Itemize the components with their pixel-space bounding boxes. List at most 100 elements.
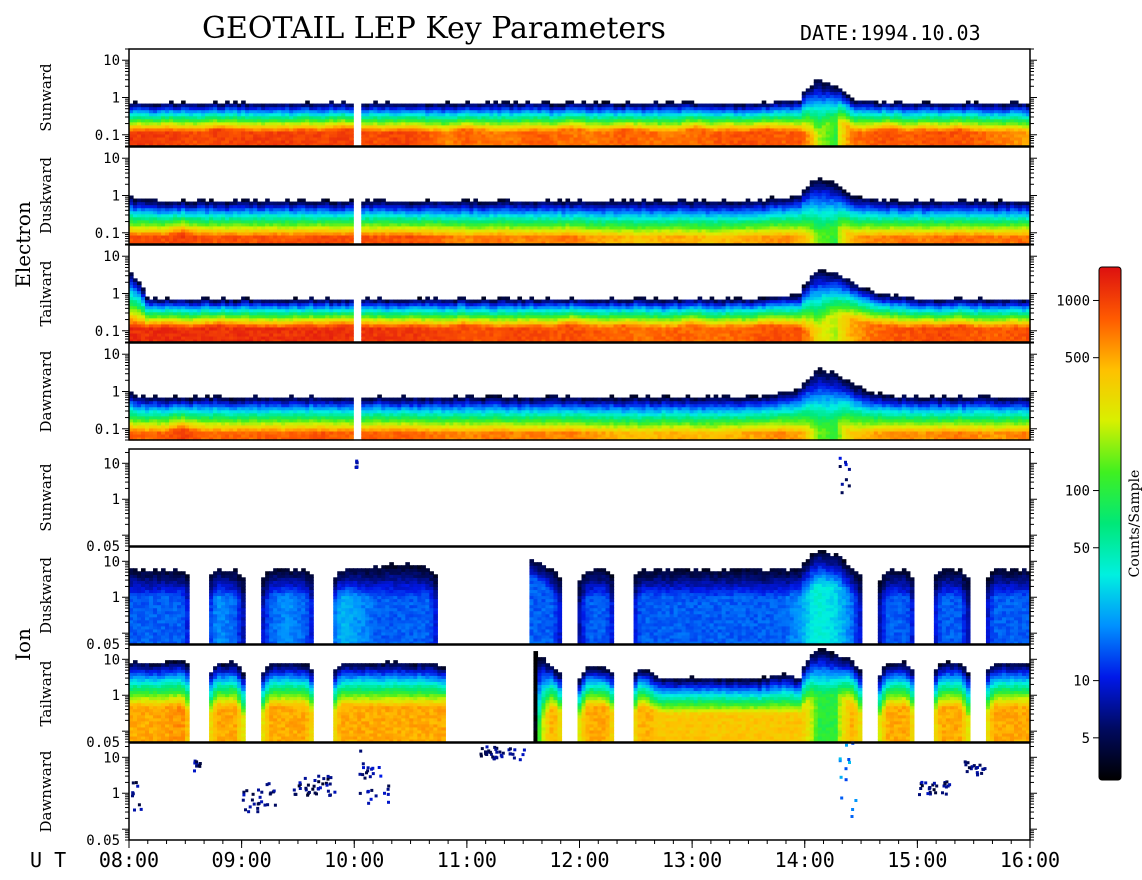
spectrogram-cell (197, 109, 202, 114)
spectrogram-cell (957, 103, 963, 108)
spectrogram-cell (449, 204, 454, 209)
spectrogram-cell (349, 231, 354, 236)
spectrogram-cell (405, 204, 410, 209)
spectrogram-cell (773, 133, 779, 138)
spectrogram-cell (901, 139, 907, 144)
spectrogram-cell (405, 228, 410, 233)
spectrogram-cell (641, 142, 647, 147)
spectrogram-cell (397, 228, 402, 233)
spectrogram-cell (437, 213, 442, 218)
spectrogram-cell (133, 106, 138, 111)
spectrogram-cell (897, 142, 903, 147)
spectrogram-cell (421, 106, 426, 111)
spectrogram-cell (129, 106, 134, 111)
spectrogram-cell (785, 127, 791, 132)
spectrogram-cell (433, 103, 438, 108)
spectrogram-cell (645, 103, 651, 108)
spectrogram-cell (761, 124, 767, 129)
spectrogram-cell (721, 124, 727, 129)
spectrogram-cell (273, 219, 278, 224)
spectrogram-cell (621, 136, 627, 141)
spectrogram-cell (829, 94, 835, 99)
spectrogram-cell (825, 94, 831, 99)
spectrogram-cell (1013, 133, 1019, 138)
spectrogram-cell (277, 142, 282, 147)
spectrogram-cell (553, 130, 559, 135)
spectrogram-cell (281, 207, 286, 212)
spectrogram-cell (473, 106, 478, 111)
spectrogram-cell (441, 142, 446, 147)
spectrogram-cell (317, 130, 322, 135)
spectrogram-cell (941, 115, 947, 120)
spectrogram-cell (985, 115, 991, 120)
spectrogram-cell (509, 115, 515, 120)
spectrogram-cell (233, 142, 238, 147)
spectrogram-cell (341, 207, 346, 212)
spectrogram-cell (181, 198, 186, 203)
spectrogram-cell (597, 201, 603, 206)
spectrogram-cell (993, 142, 999, 147)
spectrogram-cell (345, 219, 350, 224)
spectrogram-cell (437, 112, 442, 117)
spectrogram-cell (873, 109, 879, 114)
spectrogram-cell (465, 139, 470, 144)
spectrogram-cell (965, 127, 971, 132)
spectrogram-cell (193, 142, 198, 147)
spectrogram-cell (461, 106, 466, 111)
spectrogram-cell (997, 115, 1003, 120)
spectrogram-cell (1009, 130, 1015, 135)
spectrogram-cell (161, 228, 166, 233)
spectrogram-cell (869, 106, 875, 111)
spectrogram-cell (285, 231, 290, 236)
spectrogram-cell (613, 115, 619, 120)
spectrogram-cell (421, 207, 426, 212)
spectrogram-cell (389, 237, 394, 242)
spectrogram-cell (613, 133, 619, 138)
spectrogram-cell (365, 139, 370, 144)
spectrogram-cell (577, 124, 583, 129)
spectrogram-cell (581, 136, 587, 141)
spectrogram-cell (257, 118, 262, 123)
spectrogram-cell (297, 130, 302, 135)
spectrogram-cell (829, 103, 835, 108)
spectrogram-cell (805, 118, 811, 123)
spectrogram-cell (973, 115, 979, 120)
spectrogram-cell (361, 130, 366, 135)
spectrogram-cell (413, 240, 418, 245)
spectrogram-cell (1017, 112, 1023, 117)
spectrogram-cell (193, 115, 198, 120)
spectrogram-cell (477, 219, 482, 224)
spectrogram-cell (913, 103, 919, 108)
spectrogram-cell (261, 124, 266, 129)
spectrogram-cell (281, 216, 286, 221)
spectrogram-cell (425, 213, 430, 218)
spectrogram-cell (977, 112, 983, 117)
spectrogram-cell (173, 121, 178, 126)
spectrogram-cell (805, 124, 811, 129)
spectrogram-cell (653, 127, 659, 132)
spectrogram-cell (233, 213, 238, 218)
spectrogram-cell (997, 124, 1003, 129)
spectrogram-cell (765, 136, 771, 141)
spectrogram-cell (457, 130, 462, 135)
spectrogram-cell (173, 204, 178, 209)
spectrogram-cell (425, 109, 430, 114)
spectrogram-cell (717, 106, 723, 111)
spectrogram-cell (249, 210, 254, 215)
spectrogram-cell (981, 127, 987, 132)
spectrogram-cell (821, 91, 827, 96)
spectrogram-cell (485, 136, 490, 141)
spectrogram-cell (613, 130, 619, 135)
spectrogram-cell (421, 121, 426, 126)
spectrogram-cell (253, 234, 258, 239)
spectrogram-cell (533, 127, 539, 132)
spectrogram-cell (801, 100, 807, 105)
spectrogram-cell (209, 219, 214, 224)
spectrogram-cell (269, 130, 274, 135)
spectrogram-cell (137, 222, 142, 227)
spectrogram-cell (205, 130, 210, 135)
spectrogram-cell (221, 204, 226, 209)
spectrogram-cell (221, 130, 226, 135)
spectrogram-cell (761, 106, 767, 111)
spectrogram-cell (617, 115, 623, 120)
